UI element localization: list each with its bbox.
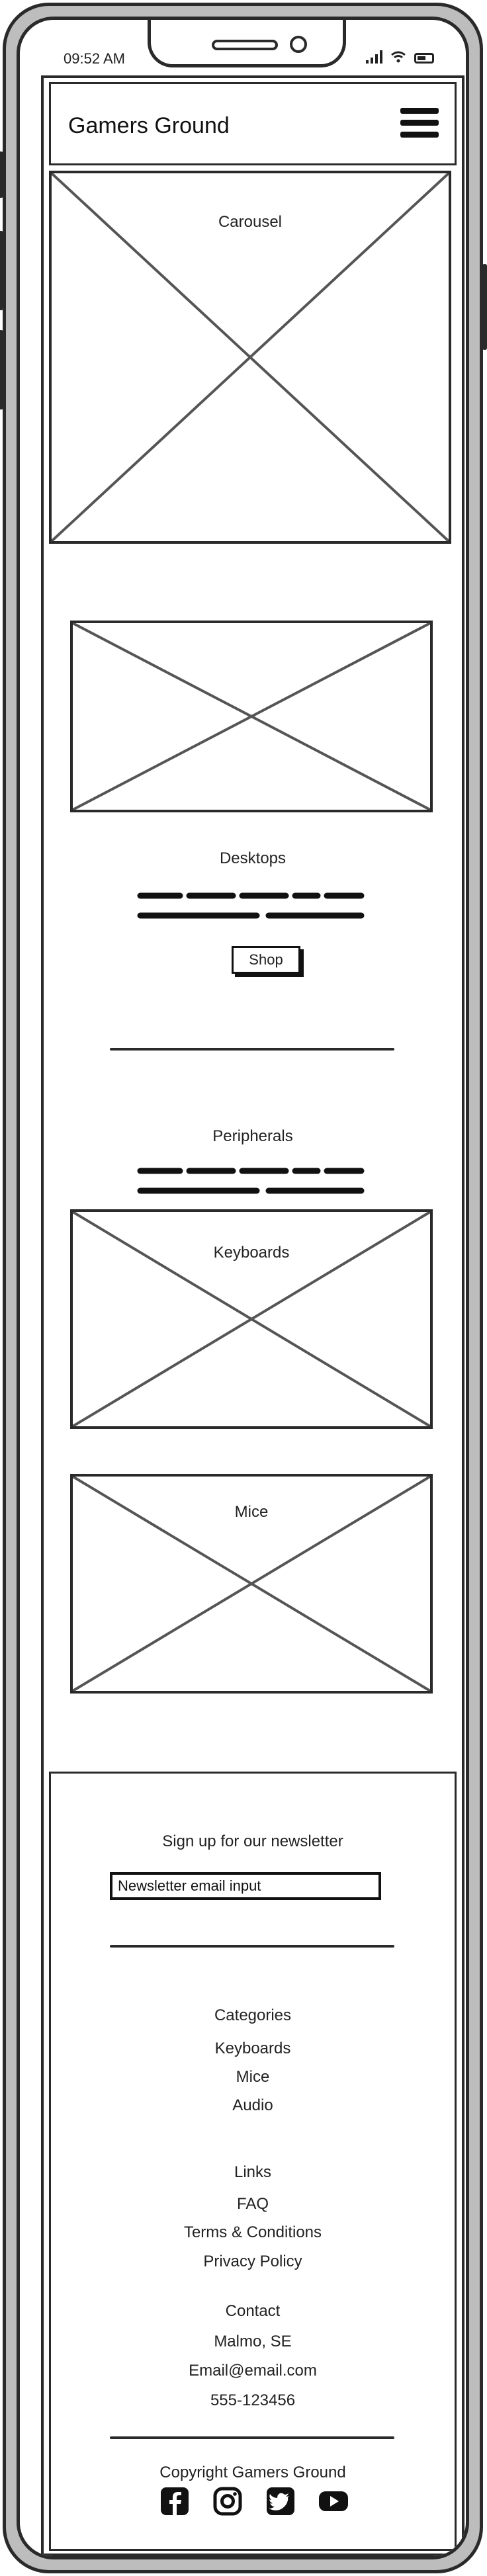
desktops-title: Desktops [219,849,287,867]
newsletter-heading: Sign up for our newsletter [162,1832,343,1850]
shop-button[interactable]: Shop [232,946,300,974]
facebook-icon[interactable] [159,2486,190,2516]
phone-screen: 09:52 AM Gamers Ground [17,17,469,2559]
section-divider [110,1048,394,1051]
desktops-description-placeholder [137,892,365,919]
phone-notch [148,20,346,67]
status-bar: 09:52 AM [20,20,466,75]
category-link-audio[interactable]: Audio [232,2096,273,2114]
keyboards-card[interactable]: Keyboards [70,1209,433,1429]
battery-icon [414,53,434,64]
signal-icon [366,50,382,64]
phone-side-button [0,151,3,198]
copyright-text: Copyright Gamers Ground [159,2464,346,2481]
newsletter-email-input[interactable] [110,1872,381,1900]
twitter-icon[interactable] [265,2486,296,2516]
keyboards-label: Keyboards [213,1244,290,1262]
categories-heading: Categories [214,2006,292,2024]
status-time: 09:52 AM [64,50,125,67]
phone-frame: 09:52 AM Gamers Ground [0,3,487,2573]
link-terms-conditions[interactable]: Terms & Conditions [183,2223,322,2241]
carousel[interactable]: Carousel [49,171,451,544]
carousel-label: Carousel [218,213,283,231]
link-privacy-policy[interactable]: Privacy Policy [203,2253,302,2270]
web-page: Gamers Ground Carousel Desktops [41,75,465,2556]
link-faq[interactable]: FAQ [236,2195,269,2213]
social-links [159,2486,349,2516]
phone-volume-down [0,330,3,409]
footer [49,1772,457,2551]
footer-divider-2 [110,2436,394,2439]
contact-email[interactable]: Email@email.com [189,2362,317,2380]
instagram-icon[interactable] [212,2486,243,2516]
mice-label: Mice [234,1503,269,1521]
phone-volume-up [0,231,3,310]
camera-icon [290,36,307,53]
category-link-keyboards[interactable]: Keyboards [214,2039,291,2057]
brand-title[interactable]: Gamers Ground [68,113,230,138]
youtube-icon[interactable] [318,2486,349,2516]
links-heading: Links [234,2163,272,2181]
peripherals-title: Peripherals [212,1127,293,1145]
hamburger-menu-icon[interactable] [400,108,439,142]
category-link-mice[interactable]: Mice [236,2068,270,2086]
mice-card[interactable]: Mice [70,1474,433,1694]
contact-location: Malmo, SE [214,2333,292,2350]
navbar: Gamers Ground [49,82,457,165]
desktops-image [70,621,433,812]
wifi-icon [391,51,406,63]
status-icons [366,50,434,64]
speaker-icon [212,40,278,50]
peripherals-description-placeholder [137,1168,365,1194]
contact-heading: Contact [225,2302,281,2320]
contact-phone: 555-123456 [210,2391,296,2409]
footer-divider-1 [110,1945,394,1948]
phone-power-button [482,264,487,350]
